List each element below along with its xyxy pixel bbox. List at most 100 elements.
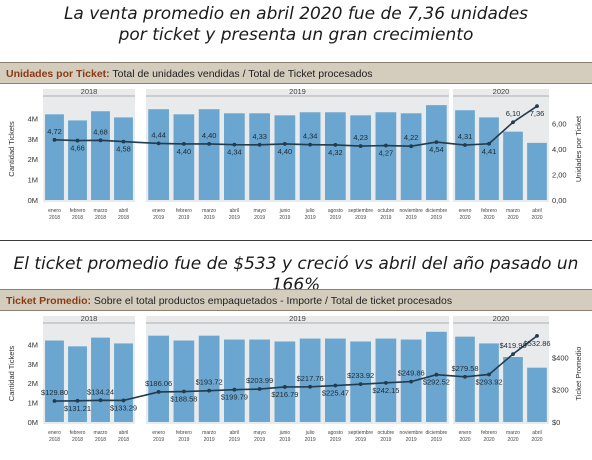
series-point <box>98 398 103 403</box>
series-point <box>232 387 237 392</box>
month-label: enero <box>48 430 61 436</box>
data-label: $188.58 <box>170 395 197 404</box>
series-point <box>207 388 212 393</box>
month-label: junio <box>279 208 291 214</box>
series-point <box>282 385 287 389</box>
series-point <box>333 383 338 388</box>
series-point <box>463 143 467 147</box>
month-label: abril <box>119 430 128 436</box>
year-label: 2019 <box>204 215 215 221</box>
series-point <box>358 382 363 387</box>
month-label: septiembre <box>348 208 373 214</box>
left-tick-label: 1M <box>28 176 38 185</box>
bar <box>45 114 64 200</box>
series-point <box>463 374 467 379</box>
year-label: 2020 <box>531 215 542 221</box>
year-label: 2019 <box>153 437 164 443</box>
bar <box>527 142 547 200</box>
data-label: $134.24 <box>87 387 114 396</box>
month-label: agosto <box>328 430 343 436</box>
bar <box>299 112 321 200</box>
series-point <box>511 120 515 125</box>
month-label: julio <box>305 208 315 214</box>
series-point <box>308 384 313 389</box>
bar <box>350 341 371 422</box>
series-point <box>282 142 287 146</box>
bar <box>68 120 87 200</box>
month-label: abril <box>119 208 128 214</box>
data-label: 4,40 <box>202 131 217 140</box>
series-point <box>487 141 491 146</box>
bar <box>479 117 499 200</box>
series-point <box>383 143 388 148</box>
right-tick-label: 4,00 <box>552 145 567 154</box>
bar <box>148 109 169 200</box>
bar <box>173 340 195 422</box>
year-label: 2020 <box>483 437 494 443</box>
month-label: marzo <box>94 430 108 436</box>
month-label: marzo <box>506 208 520 214</box>
series-point <box>434 372 439 377</box>
bar <box>350 115 371 200</box>
average-ticket-chart: 2018 2019 2020 0M 1M 2M 3M 4M $0 $200 $400 Cantidad… <box>7 314 583 443</box>
data-label: $216.79 <box>271 390 298 399</box>
bar <box>503 357 523 422</box>
series-line <box>54 335 538 402</box>
month-label: enero <box>48 208 61 214</box>
left-tick-label: 3M <box>28 360 38 369</box>
series-point <box>181 142 186 146</box>
bar <box>45 340 64 422</box>
year-label: 2019 <box>229 437 240 443</box>
year-label: 2019 <box>229 215 240 221</box>
data-label: 4,34 <box>303 132 318 141</box>
year-group-label: 2019 <box>289 87 306 96</box>
year-label: 2019 <box>279 437 290 443</box>
month-label: enero <box>152 208 165 214</box>
month-label: abril <box>230 430 239 436</box>
right-tick-label: 6,00 <box>552 120 567 129</box>
series-point <box>156 141 161 146</box>
bar <box>91 111 110 200</box>
data-label: 4,58 <box>116 145 131 154</box>
month-label: abril <box>532 208 541 214</box>
right-tick-label: $0 <box>552 418 560 427</box>
data-label: 4,44 <box>151 130 166 139</box>
series-point <box>75 398 80 403</box>
data-label: $133.29 <box>110 403 137 412</box>
data-label: 4,41 <box>482 147 497 156</box>
series-point <box>511 352 515 357</box>
year-label: 2020 <box>531 437 542 443</box>
data-label: 7,36 <box>530 109 545 118</box>
month-label: febrero <box>481 430 497 436</box>
bar <box>224 113 245 200</box>
data-label: $242.15 <box>372 386 399 395</box>
series-point <box>409 144 414 149</box>
year-label: 2019 <box>406 215 417 221</box>
year-label: 2019 <box>153 215 164 221</box>
month-label: diciembre <box>426 208 448 214</box>
month-label: mayo <box>254 430 266 436</box>
right-tick-label: $400 <box>552 353 569 362</box>
y-axis-right-title: Ticket Promedio <box>574 347 583 401</box>
month-label: septiembre <box>348 430 373 436</box>
month-label: febrero <box>176 208 192 214</box>
year-label: 2018 <box>72 437 83 443</box>
data-label: $233.92 <box>347 371 374 380</box>
series-point <box>487 372 491 377</box>
right-tick-label: 0,00 <box>552 196 567 205</box>
bar <box>325 112 346 200</box>
month-label: octubre <box>378 430 395 436</box>
bar <box>114 117 133 200</box>
data-label: $217.76 <box>297 374 324 383</box>
month-label: abril <box>230 208 239 214</box>
series-point <box>535 104 539 109</box>
bar <box>426 105 447 200</box>
series-point <box>535 333 539 338</box>
year-label: 2018 <box>118 437 129 443</box>
data-label: 4,34 <box>227 148 242 157</box>
series-point <box>358 144 363 148</box>
series-point <box>383 380 388 385</box>
year-label: 2019 <box>279 215 290 221</box>
series-point <box>52 137 57 142</box>
month-label: marzo <box>94 208 108 214</box>
